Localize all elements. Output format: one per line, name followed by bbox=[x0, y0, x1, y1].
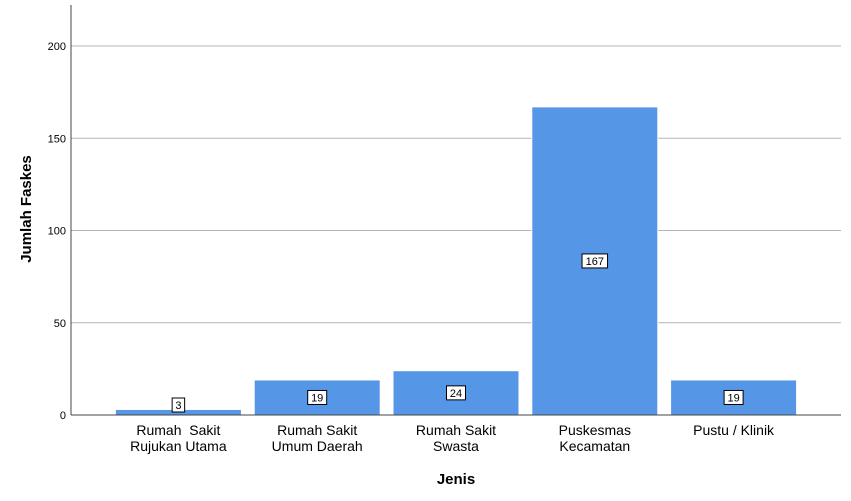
data-label: 24 bbox=[446, 385, 466, 401]
x-tick-label-line: Rumah Sakit bbox=[136, 422, 220, 438]
data-labels: 3 19 24 167 19 bbox=[171, 253, 744, 413]
x-tick-label-line: Kecamatan bbox=[559, 438, 630, 454]
y-axis-title: Jumlah Faskes bbox=[18, 155, 35, 263]
x-axis-title: Jenis bbox=[437, 471, 475, 488]
gridlines bbox=[71, 45, 841, 324]
y-tick-label: 100 bbox=[48, 226, 66, 238]
data-label-box bbox=[581, 253, 609, 269]
x-tick-label: Rumah Sakit Rujukan Utama bbox=[130, 422, 227, 454]
data-label: 19 bbox=[723, 389, 744, 405]
y-tick-label: 0 bbox=[60, 410, 66, 422]
x-tick-label-line: Puskesmas bbox=[559, 422, 631, 438]
x-tick-label-line: Swasta bbox=[433, 438, 479, 454]
data-label-box bbox=[307, 389, 328, 405]
x-tick-label-line: Rumah Sakit bbox=[277, 422, 357, 438]
x-tick-label: Rumah Sakit Umum Daerah bbox=[272, 422, 363, 454]
data-label-text: 19 bbox=[727, 392, 739, 404]
x-tick-label-line: Umum Daerah bbox=[272, 438, 363, 454]
data-label-text: 19 bbox=[311, 392, 323, 404]
data-label-box bbox=[723, 389, 744, 405]
y-tick-labels: 0 50 100 150 200 bbox=[48, 41, 66, 422]
x-tick-label: Rumah Sakit Swasta bbox=[416, 422, 496, 454]
data-label-text: 24 bbox=[450, 388, 462, 400]
data-label: 3 bbox=[171, 397, 186, 413]
data-label-text: 167 bbox=[586, 256, 604, 268]
axes bbox=[70, 5, 841, 416]
data-label-box bbox=[171, 397, 186, 413]
y-tick-label: 50 bbox=[54, 318, 66, 330]
x-tick-label-line: Rumah Sakit bbox=[416, 422, 496, 438]
data-label: 19 bbox=[307, 389, 328, 405]
y-tick-label: 150 bbox=[48, 133, 66, 145]
data-label-text: 3 bbox=[175, 400, 181, 412]
y-tick-label: 200 bbox=[48, 41, 66, 53]
x-tick-label-line: Rujukan Utama bbox=[130, 438, 227, 454]
data-label: 167 bbox=[581, 253, 609, 269]
x-tick-label: Pustu / Klinik bbox=[693, 422, 775, 438]
data-label-box bbox=[446, 385, 466, 401]
x-tick-label: Puskesmas Kecamatan bbox=[559, 422, 631, 454]
x-tick-label-line: Pustu / Klinik bbox=[693, 422, 775, 438]
bars bbox=[114, 106, 798, 416]
